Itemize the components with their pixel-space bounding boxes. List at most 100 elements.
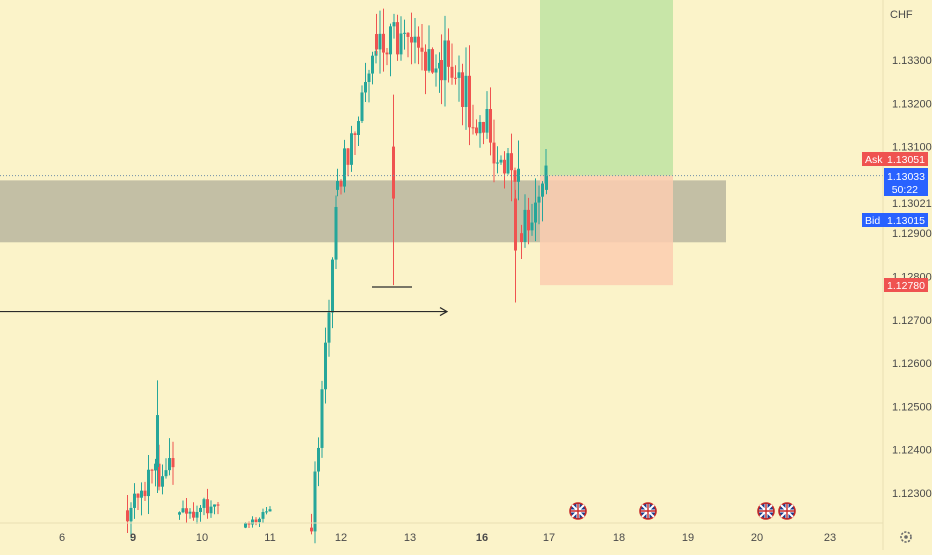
candle-body	[382, 33, 385, 53]
time-tick-label: 12	[335, 532, 347, 544]
candle-body	[457, 72, 461, 78]
time-tick-label: 17	[543, 532, 555, 544]
candle-body	[265, 511, 268, 513]
candle-body	[195, 511, 199, 518]
candle-body	[431, 49, 434, 73]
stop-price-badge	[884, 278, 928, 292]
candle-body	[136, 493, 140, 498]
candle-body	[378, 33, 382, 50]
candle-body	[464, 75, 468, 107]
candle-body	[413, 36, 417, 43]
candle-body	[527, 209, 530, 231]
candle-body	[417, 36, 420, 48]
candle-body	[367, 73, 371, 83]
candle-body	[492, 142, 496, 164]
candle-body	[506, 153, 510, 174]
candle-body	[150, 469, 154, 471]
candle-body	[209, 506, 213, 514]
candle-body	[353, 133, 357, 136]
candle-body	[424, 51, 427, 71]
candle-body	[320, 389, 324, 448]
candle-body	[447, 40, 450, 67]
candle-body	[450, 66, 454, 78]
candle-body	[375, 34, 378, 50]
candle-body	[129, 507, 133, 522]
candle-body	[317, 447, 320, 472]
candle-body	[185, 508, 188, 514]
candle-body	[489, 109, 492, 143]
candle-body	[392, 22, 396, 27]
candle-body	[499, 159, 503, 163]
long-position-stop-zone[interactable]	[540, 175, 673, 286]
candle-body	[399, 33, 403, 55]
overlay-layer[interactable]	[0, 175, 883, 317]
candle-body	[485, 109, 489, 133]
drawing-layer[interactable]	[0, 0, 726, 286]
candle-body	[143, 490, 147, 497]
candle-body	[360, 92, 364, 122]
candle-body	[406, 32, 410, 37]
time-axis[interactable]: 6 9 10 11 12 13 16 17 18 19 20 23	[59, 532, 836, 544]
uk-flag-icon[interactable]	[639, 502, 657, 520]
gear-icon[interactable]	[900, 531, 912, 543]
uk-flag-icon[interactable]	[569, 502, 587, 520]
candle-body	[126, 510, 129, 522]
time-tick-label: 16	[476, 532, 488, 544]
time-tick-label: 20	[751, 532, 763, 544]
candle-body	[247, 523, 251, 525]
candle-body	[251, 519, 254, 525]
candle-body	[258, 518, 261, 523]
candle-body	[534, 202, 537, 223]
candle-body	[178, 512, 181, 515]
price-tick-label: 1.13100	[892, 142, 932, 154]
arrow-head-icon	[439, 307, 449, 317]
last-price-badge	[884, 168, 928, 196]
price-tick-label: 1.13200	[892, 98, 932, 110]
candle-body	[268, 509, 272, 512]
candle-body	[510, 153, 513, 171]
candle-body	[346, 148, 350, 165]
candle-body	[496, 162, 499, 164]
candle-body	[478, 121, 482, 134]
time-tick-label: 9	[130, 532, 136, 544]
candle-body	[261, 512, 265, 519]
currency-label: CHF	[890, 9, 913, 21]
candle-body	[420, 47, 424, 52]
candle-body	[350, 133, 353, 165]
long-position-target-zone[interactable]	[540, 0, 673, 176]
candle-body	[213, 504, 216, 507]
time-tick-label: 19	[682, 532, 694, 544]
bar-countdown: 50:22	[892, 184, 918, 196]
bid-badge	[862, 213, 928, 227]
candle-body	[461, 72, 464, 107]
event-markers[interactable]	[569, 502, 796, 520]
candle-body	[403, 32, 406, 34]
candle-body	[147, 469, 150, 497]
time-tick-label: 23	[824, 532, 836, 544]
price-tick-label: 1.13300	[892, 55, 932, 67]
candle-body	[530, 222, 534, 231]
candle-body	[168, 458, 171, 471]
candle-body	[313, 471, 317, 532]
candle-body	[254, 519, 258, 523]
candle-body	[154, 463, 157, 471]
stop-price: 1.12780	[887, 280, 925, 292]
ask-price: 1.13051	[887, 154, 925, 166]
candle-body	[192, 511, 195, 518]
candle-body	[410, 36, 413, 43]
candle-body	[343, 148, 346, 187]
uk-flag-icon[interactable]	[778, 502, 796, 520]
time-tick-label: 10	[196, 532, 208, 544]
candle-body	[434, 68, 438, 73]
candle-body	[396, 22, 399, 55]
candle-body	[371, 55, 374, 74]
candle-body	[133, 493, 136, 508]
uk-flag-icon[interactable]	[757, 502, 775, 520]
candle-body	[443, 40, 447, 81]
candle-body	[164, 470, 168, 477]
candle-body	[161, 476, 164, 487]
candle-body	[206, 499, 209, 514]
